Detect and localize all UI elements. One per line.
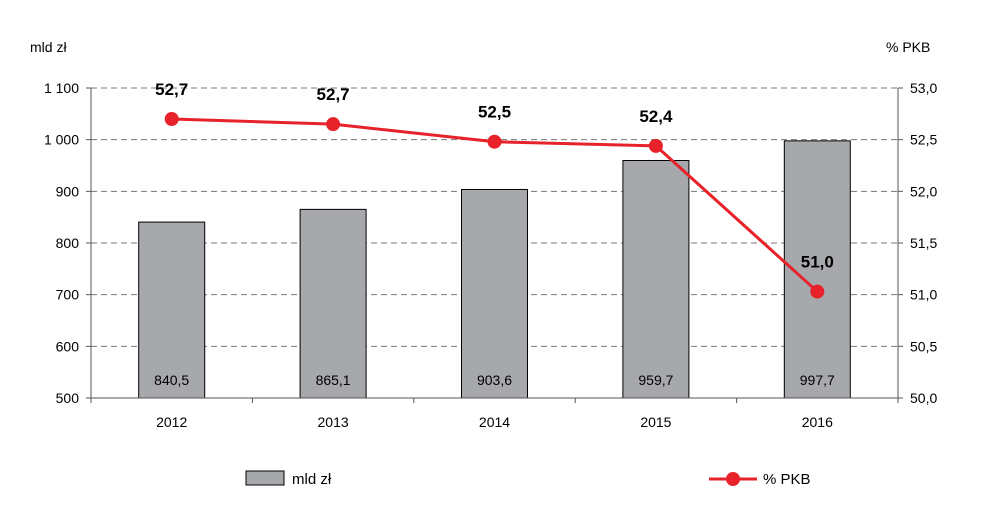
legend: mld zł % PKB [245, 470, 811, 488]
x-tick-label: 2014 [479, 414, 510, 430]
left-tick-label: 800 [56, 235, 80, 251]
line-value-label: 52,7 [317, 85, 350, 104]
right-tick-label: 52,0 [910, 183, 937, 199]
line-point [648, 138, 663, 153]
line-series [164, 112, 825, 299]
x-tick-label: 2015 [640, 414, 671, 430]
line-value-label: 52,5 [478, 103, 511, 122]
line-point [810, 284, 825, 299]
bar-value-label: 903,6 [477, 372, 512, 388]
line-value-label: 52,4 [639, 107, 673, 126]
left-tick-label: 1 000 [44, 132, 79, 148]
right-axis-unit: % PKB [886, 39, 930, 55]
x-tick-label: 2016 [802, 414, 833, 430]
axes: 500 600 700 800 900 1 000 1 100 50,0 50,5 51,0 51,… [44, 80, 938, 430]
bar [461, 188, 528, 399]
bar-value-label: 865,1 [316, 372, 351, 388]
left-tick-label: 1 100 [44, 80, 79, 96]
bar-value-label: 959,7 [638, 372, 673, 388]
line-value-label: 52,7 [155, 80, 188, 99]
data-labels: 840,5 865,1 903,6 959,7 997,7 52,7 52,7 52,5 52,… [154, 80, 835, 388]
legend-line-label: % PKB [763, 471, 811, 488]
legend-bar-swatch [245, 470, 285, 486]
left-tick-label: 900 [56, 183, 80, 199]
bar [299, 208, 367, 399]
right-tick-label: 51,5 [910, 235, 937, 251]
right-tick-label: 50,0 [910, 390, 937, 406]
left-axis-unit: mld zł [30, 39, 67, 55]
left-tick-label: 500 [56, 390, 80, 406]
x-tick-label: 2012 [156, 414, 187, 430]
left-tick-label: 600 [56, 338, 80, 354]
legend-bar-label: mld zł [292, 471, 332, 488]
bar [783, 140, 851, 399]
left-tick-label: 700 [56, 287, 80, 303]
x-tick-label: 2013 [318, 414, 349, 430]
line-point [164, 112, 179, 126]
right-tick-label: 51,0 [910, 287, 937, 303]
line-point [326, 117, 341, 132]
right-tick-label: 50,5 [910, 338, 937, 354]
bar [622, 159, 690, 399]
right-tick-label: 52,5 [910, 132, 937, 148]
right-tick-label: 53,0 [910, 80, 937, 96]
line-value-label: 51,0 [801, 253, 834, 272]
line-point [487, 134, 502, 149]
bar-value-label: 997,7 [800, 372, 835, 388]
bar-value-label: 840,5 [154, 372, 189, 388]
legend-line-marker [726, 472, 740, 486]
bar-series [138, 140, 851, 399]
